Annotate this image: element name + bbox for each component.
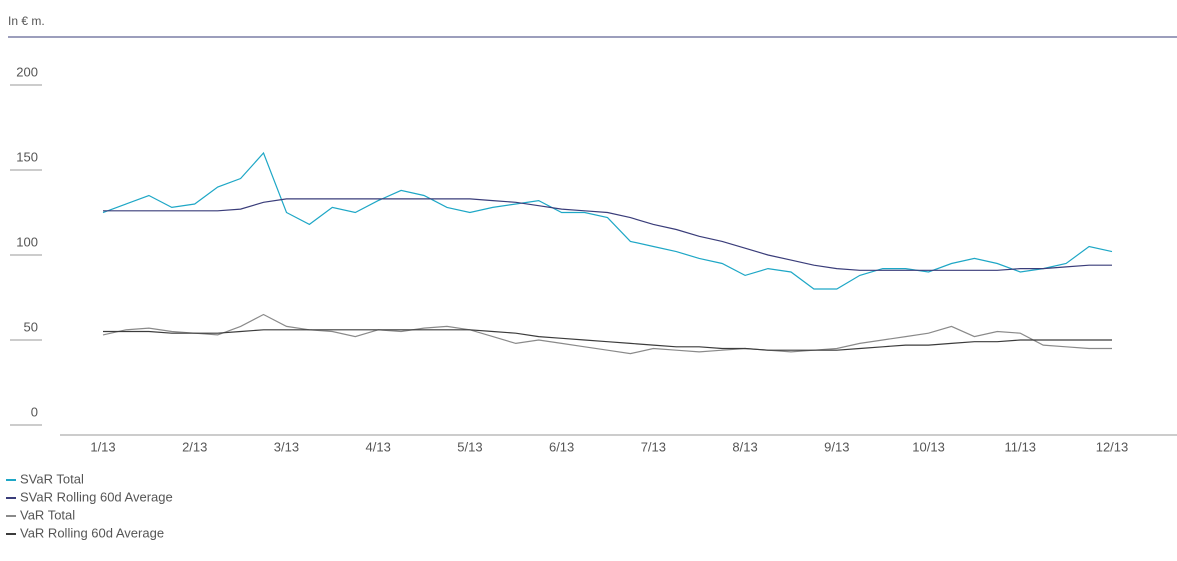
x-tick-label: 1/13 (90, 439, 115, 454)
x-tick-label: 9/13 (824, 439, 849, 454)
y-tick-label: 50 (24, 319, 38, 334)
x-tick-label: 10/13 (912, 439, 945, 454)
legend-label: SVaR Total (20, 471, 84, 486)
x-tick-label: 8/13 (732, 439, 757, 454)
x-tick-label: 11/13 (1004, 439, 1036, 454)
x-tick-label: 12/13 (1096, 439, 1129, 454)
y-tick-label: 150 (16, 149, 38, 164)
x-tick-label: 2/13 (182, 439, 207, 454)
x-tick-label: 5/13 (457, 439, 482, 454)
x-tick-label: 7/13 (641, 439, 666, 454)
series-line (102, 313, 1112, 355)
legend-label: VaR Total (20, 507, 75, 522)
chart-subtitle: In € m. (8, 14, 45, 28)
x-tick-label: 3/13 (274, 439, 299, 454)
y-tick-label: 200 (16, 64, 38, 79)
y-tick-label: 100 (16, 234, 38, 249)
y-tick-label: 0 (31, 404, 38, 419)
legend-label: SVaR Rolling 60d Average (20, 489, 173, 504)
series-line (103, 198, 1112, 271)
legend-label: VaR Rolling 60d Average (20, 525, 164, 540)
series-line (102, 151, 1113, 290)
series-line (103, 329, 1112, 351)
x-tick-label: 4/13 (366, 439, 391, 454)
x-tick-label: 6/13 (549, 439, 574, 454)
